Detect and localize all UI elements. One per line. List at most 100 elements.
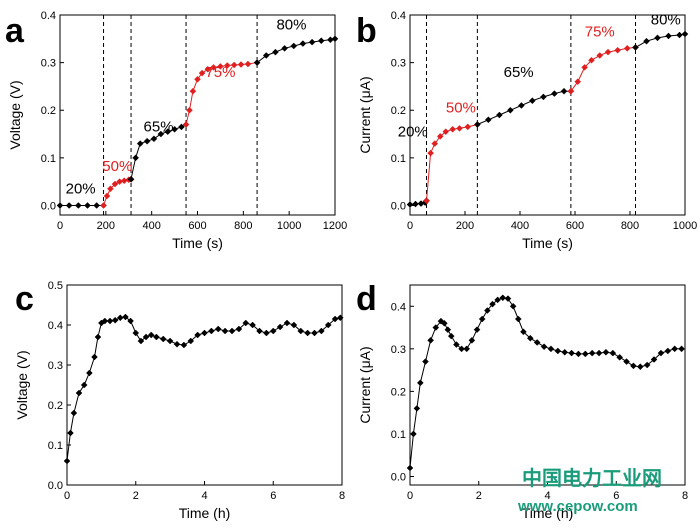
data-point bbox=[588, 349, 596, 357]
x-tick-label: 800 bbox=[621, 220, 639, 232]
data-point bbox=[201, 329, 208, 337]
y-tick-label: 0.3 bbox=[41, 58, 56, 70]
data-point bbox=[304, 329, 311, 337]
data-point bbox=[560, 87, 568, 95]
y-tick-label: 0.4 bbox=[391, 10, 406, 22]
panel-c: 0 2 4 6 8 0.0 0.1 0.2 0.3 0.4 0.5 Time (h) Voltage (… bbox=[14, 280, 345, 521]
x-tick-label: 8 bbox=[339, 490, 345, 502]
data-point bbox=[311, 329, 318, 337]
data-point bbox=[483, 307, 491, 314]
panel-letter-b: b bbox=[356, 12, 377, 50]
y-tick-label: 0.0 bbox=[48, 480, 63, 492]
data-point bbox=[681, 30, 689, 38]
data-point bbox=[602, 348, 610, 356]
data-point bbox=[318, 327, 325, 335]
data-point bbox=[554, 347, 562, 355]
x-tick-label: 1200 bbox=[323, 220, 347, 232]
data-point bbox=[111, 180, 119, 188]
data-point bbox=[308, 38, 316, 46]
x-tick-label: 4 bbox=[544, 490, 550, 502]
data-point bbox=[249, 321, 256, 329]
data-point bbox=[504, 295, 512, 302]
data-point bbox=[423, 197, 430, 205]
data-point bbox=[324, 321, 332, 329]
stage-annotation: 50% bbox=[446, 100, 476, 117]
data-point bbox=[671, 345, 679, 353]
plot-frame bbox=[66, 284, 343, 486]
x-tick-label: 0 bbox=[407, 220, 413, 232]
data-point bbox=[427, 336, 434, 344]
data-point bbox=[100, 202, 107, 209]
data-point bbox=[636, 363, 644, 371]
data-point bbox=[449, 125, 456, 133]
data-point bbox=[80, 381, 88, 389]
y-tick-label: 0.2 bbox=[48, 400, 63, 412]
series-line bbox=[130, 124, 187, 180]
y-tick-label: 0.2 bbox=[391, 386, 406, 398]
data-point bbox=[581, 64, 588, 71]
data-point bbox=[473, 326, 481, 334]
data-point bbox=[122, 313, 129, 321]
data-point bbox=[204, 65, 212, 73]
data-point bbox=[509, 302, 517, 310]
y-tick-label: 0.1 bbox=[48, 440, 63, 452]
data-point bbox=[336, 314, 344, 322]
data-point bbox=[120, 177, 128, 185]
data-point bbox=[432, 324, 440, 331]
data-point bbox=[632, 44, 639, 51]
panel-letter-d: d bbox=[356, 280, 377, 318]
data-point bbox=[574, 78, 582, 86]
data-point bbox=[616, 353, 624, 361]
x-tick-label: 400 bbox=[142, 220, 160, 232]
data-point bbox=[575, 350, 582, 358]
data-point bbox=[143, 137, 151, 145]
data-point bbox=[540, 343, 548, 351]
data-point bbox=[444, 326, 452, 334]
y-tick-label: 0.1 bbox=[41, 153, 56, 165]
y-tick-label: 0.0 bbox=[41, 200, 56, 212]
data-point bbox=[85, 369, 93, 377]
y-tick-label: 0.3 bbox=[391, 58, 406, 70]
data-point bbox=[198, 69, 206, 77]
data-point bbox=[496, 111, 503, 119]
data-point bbox=[458, 345, 465, 353]
x-tick-label: 0 bbox=[64, 490, 70, 502]
y-tick-label: 0.4 bbox=[391, 301, 406, 313]
data-point bbox=[568, 349, 575, 357]
data-point bbox=[132, 329, 140, 337]
data-point bbox=[526, 334, 534, 342]
data-point bbox=[520, 328, 527, 336]
x-tick-label: 6 bbox=[613, 490, 619, 502]
data-point bbox=[422, 358, 429, 365]
data-point bbox=[499, 294, 507, 302]
data-point bbox=[331, 35, 339, 43]
data-point bbox=[93, 202, 101, 209]
data-point bbox=[70, 409, 78, 417]
y-tick-label: 0.2 bbox=[391, 105, 406, 117]
data-point bbox=[442, 128, 450, 136]
data-point bbox=[614, 46, 621, 54]
data-point bbox=[142, 333, 150, 341]
data-point bbox=[269, 327, 277, 335]
data-point bbox=[427, 149, 434, 157]
data-point bbox=[494, 296, 502, 304]
series-line bbox=[570, 46, 636, 92]
data-point bbox=[654, 34, 661, 42]
data-point bbox=[650, 356, 658, 363]
data-point bbox=[157, 130, 165, 138]
data-point bbox=[235, 325, 243, 333]
data-point bbox=[272, 48, 279, 56]
data-point bbox=[290, 321, 298, 329]
plot-frame bbox=[409, 14, 686, 216]
y-tick-label: 0.3 bbox=[391, 344, 406, 356]
data-point bbox=[436, 133, 444, 140]
data-point bbox=[173, 340, 181, 348]
data-point bbox=[101, 317, 109, 325]
y-tick-label: 0.0 bbox=[391, 471, 406, 483]
data-point bbox=[551, 90, 558, 97]
data-point bbox=[91, 353, 98, 361]
x-tick-label: 200 bbox=[456, 220, 474, 232]
x-tick-label: 400 bbox=[511, 220, 529, 232]
data-point bbox=[276, 323, 284, 331]
